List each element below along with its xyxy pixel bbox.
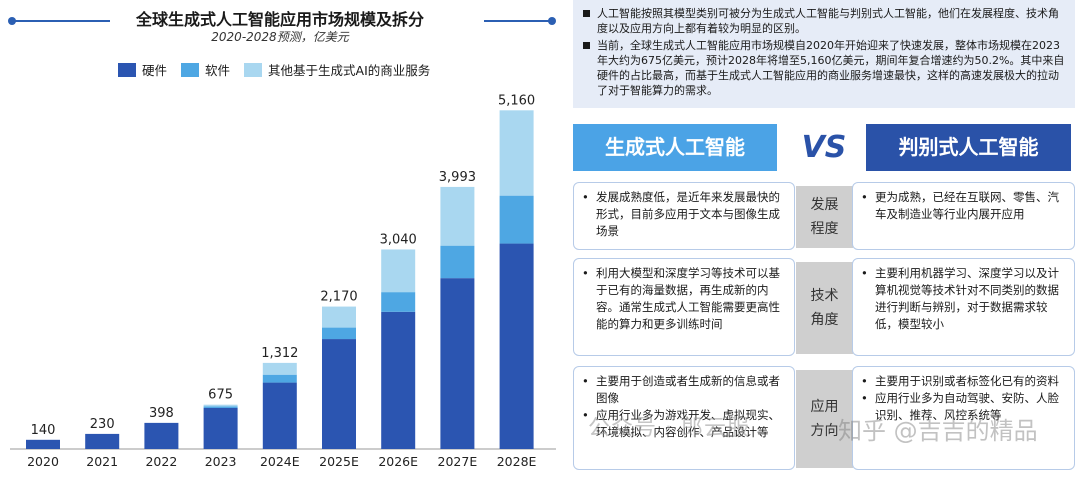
x-tick-label: 2026E — [378, 454, 418, 469]
bar-segment-hardware-2028E — [499, 243, 534, 449]
legend-item-services: 其他基于生成式AI的商业服务 — [244, 60, 430, 79]
row-application-label: 应用方向 — [796, 370, 853, 468]
bar-segment-services-2028E — [499, 110, 534, 196]
chart-panel: 全球生成式人工智能应用市场规模及拆分 2020-2028预测，亿美元 硬件 软件… — [8, 10, 556, 469]
bar-total-label: 1,312 — [261, 346, 298, 361]
note-1: 人工智能按照其模型类别可被分为生成式人工智能与判别式人工智能，他们在发展程度、技… — [583, 6, 1067, 36]
x-tick-label: 2027E — [438, 454, 478, 469]
legend-label-hardware: 硬件 — [142, 63, 168, 78]
legend-swatch-software — [181, 62, 200, 77]
bar-total-label: 2,170 — [320, 290, 357, 305]
chart-title: 全球生成式人工智能应用市场规模及拆分 — [135, 10, 424, 29]
legend-swatch-services — [244, 62, 263, 77]
row-application-right: 主要用于识别或者标签化已有的资料 应用行业多为自动驾驶、安防、人脸识别、推荐、风… — [852, 366, 1075, 470]
legend-label-software: 软件 — [205, 63, 231, 78]
note-1-text: 人工智能按照其模型类别可被分为生成式人工智能与判别式人工智能，他们在发展程度、技… — [597, 7, 1059, 35]
discriminative-ai-header: 判别式人工智能 — [866, 124, 1071, 171]
bar-segment-services-2027E — [440, 186, 475, 246]
bar-segment-hardware-2023 — [203, 407, 238, 449]
bar-segment-services-2026E — [381, 249, 416, 293]
bar-total-label: 675 — [208, 388, 233, 403]
row-development-left-item: 发展成熟度低，是近年来发展最快的形式，目前多应用于文本与图像生成场景 — [582, 189, 786, 240]
x-tick-label: 2025E — [319, 454, 359, 469]
bar-segment-software-2025E — [322, 327, 356, 340]
row-development-left: 发展成熟度低，是近年来发展最快的形式，目前多应用于文本与图像生成场景 — [573, 182, 795, 250]
notes-box: 人工智能按照其模型类别可被分为生成式人工智能与判别式人工智能，他们在发展程度、技… — [573, 0, 1075, 108]
bar-segment-software-2026E — [381, 292, 416, 312]
bar-segment-hardware-2021 — [85, 433, 120, 449]
bar-segment-software-2024E — [262, 374, 297, 383]
row-application-left-item-1: 主要用于创造或者生成新的信息或者图像 — [582, 373, 786, 407]
x-tick-label: 2024E — [260, 454, 300, 469]
x-tick-label: 2020 — [27, 454, 59, 469]
row-technology-label-text: 技术角度 — [810, 288, 839, 328]
bar-segment-hardware-2024E — [262, 382, 297, 449]
bar-total-label: 3,993 — [439, 170, 476, 185]
bar-segment-software-2028E — [499, 195, 534, 244]
row-technology-right: 主要利用机器学习、深度学习以及计算机视觉等技术针对不同类别的数据进行判断与辨别，… — [852, 258, 1075, 356]
legend-label-services: 其他基于生成式AI的商业服务 — [268, 63, 431, 78]
title-decor-right — [484, 17, 556, 25]
square-bullet-icon — [583, 10, 590, 17]
bar-segment-hardware-2020 — [26, 439, 60, 449]
generative-ai-header: 生成式人工智能 — [573, 124, 777, 171]
row-application-right-item-2: 应用行业多为自动驾驶、安防、人脸识别、推荐、风控系统等 — [861, 390, 1066, 424]
chart-subtitle: 2020-2028预测，亿美元 — [211, 30, 349, 44]
legend-item-software: 软件 — [181, 60, 230, 79]
bar-segment-hardware-2022 — [144, 422, 179, 449]
square-bullet-icon — [583, 42, 590, 49]
row-technology-left: 利用大模型和深度学习等技术可以基于已有的海量数据，再生成新的内容。通常生成式人工… — [573, 258, 795, 356]
bar-segment-hardware-2026E — [381, 311, 416, 449]
note-2: 当前，全球生成式人工智能应用市场规模自2020年开始迎来了快速发展，整体市场规模… — [583, 38, 1067, 98]
row-development-label: 发展程度 — [796, 186, 853, 248]
x-tick-label: 2028E — [497, 454, 537, 469]
watermark: 公众号 · 郎云服 — [588, 416, 750, 441]
title-decor-left — [8, 17, 110, 25]
bar-segment-services-2025E — [322, 306, 356, 328]
note-2-text: 当前，全球生成式人工智能应用市场规模自2020年开始迎来了快速发展，整体市场规模… — [597, 39, 1065, 97]
bar-total-label: 5,160 — [498, 93, 535, 108]
bar-segment-hardware-2027E — [440, 278, 475, 449]
bar-segment-hardware-2025E — [322, 339, 356, 449]
legend-swatch-hardware — [118, 62, 136, 77]
bar-segment-services-2023 — [203, 404, 238, 407]
bar-total-label: 140 — [31, 423, 56, 438]
row-technology-label: 技术角度 — [796, 262, 853, 354]
x-tick-label: 2023 — [205, 454, 237, 469]
row-application-left-item-2: 应用行业多为游戏开发、虚拟现实、环境模拟、内容创作、产品设计等 — [582, 407, 786, 441]
watermark-zhihu: 知乎 @吉吉的精品 — [838, 417, 1038, 445]
bar-chart: 140 2020 230 2021 398 2022 675 2023 1,312 2024E 2,… — [10, 93, 556, 469]
row-application-label-text: 应用方向 — [810, 399, 839, 439]
row-technology-right-item: 主要利用机器学习、深度学习以及计算机视觉等技术针对不同类别的数据进行判断与辨别，… — [861, 265, 1066, 333]
chart-legend: 硬件 软件 其他基于生成式AI的商业服务 — [118, 60, 430, 79]
x-tick-label: 2022 — [145, 454, 177, 469]
row-application-left: 主要用于创造或者生成新的信息或者图像 应用行业多为游戏开发、虚拟现实、环境模拟、… — [573, 366, 795, 470]
row-development-label-text: 发展程度 — [810, 197, 839, 237]
bar-segment-services-2024E — [262, 362, 297, 375]
row-technology-left-item: 利用大模型和深度学习等技术可以基于已有的海量数据，再生成新的内容。通常生成式人工… — [582, 265, 786, 333]
bar-segment-software-2027E — [440, 245, 475, 279]
bar-segment-software-2023 — [203, 406, 238, 408]
bar-total-label: 398 — [149, 406, 174, 421]
row-application-right-item-1: 主要用于识别或者标签化已有的资料 — [861, 373, 1066, 390]
legend-item-hardware: 硬件 — [118, 60, 167, 79]
x-tick-label: 2021 — [86, 454, 118, 469]
bar-total-label: 230 — [90, 417, 115, 432]
row-development-right-item: 更为成熟，已经在互联网、零售、汽车及制造业等行业内展开应用 — [861, 189, 1066, 223]
vs-label: VS — [801, 130, 847, 165]
bar-total-label: 3,040 — [380, 232, 417, 247]
row-development-right: 更为成熟，已经在互联网、零售、汽车及制造业等行业内展开应用 — [852, 182, 1075, 250]
